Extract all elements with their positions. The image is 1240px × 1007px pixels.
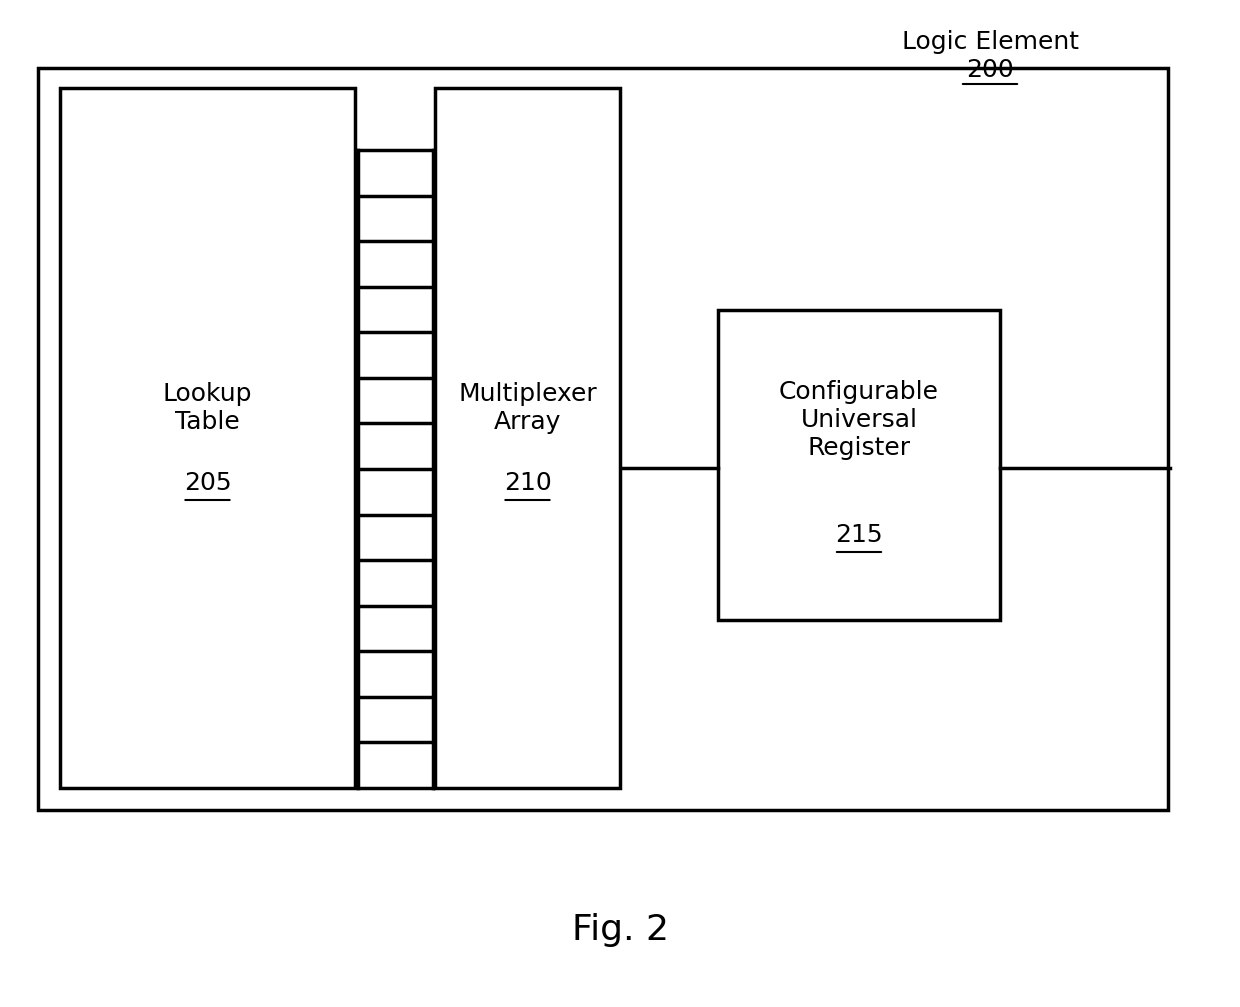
- Text: Multiplexer
Array: Multiplexer Array: [458, 382, 596, 434]
- Bar: [60, 88, 355, 788]
- Text: 210: 210: [503, 471, 552, 495]
- Bar: [38, 68, 1168, 810]
- Bar: [718, 310, 999, 620]
- Text: 215: 215: [836, 523, 883, 547]
- Bar: [435, 88, 620, 788]
- Text: Fig. 2: Fig. 2: [572, 913, 668, 947]
- Text: Lookup
Table: Lookup Table: [162, 382, 252, 434]
- Text: 200: 200: [966, 58, 1014, 82]
- Text: 205: 205: [184, 471, 232, 495]
- Text: Logic Element: Logic Element: [901, 30, 1079, 54]
- Text: Configurable
Universal
Register: Configurable Universal Register: [779, 381, 939, 460]
